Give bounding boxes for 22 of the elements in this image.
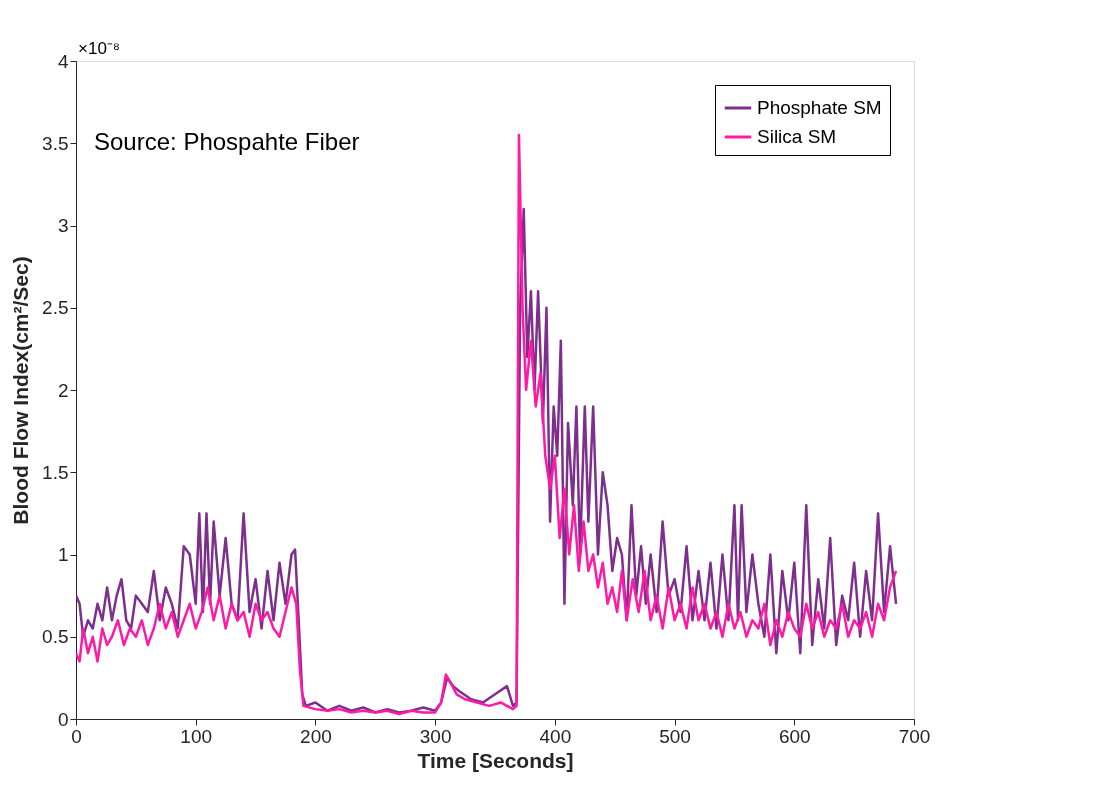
x-tick-label: 300 [419,725,452,747]
x-tick-label: 600 [778,725,811,747]
y-axis-title: Blood Flow Index(cm²/Sec) [9,256,33,525]
annotation: Source: Phospahte Fiber [94,128,360,155]
x-tick-label: 500 [659,725,691,747]
x-tick-label: 200 [300,725,332,747]
y-tick-label: 2.5 [42,297,69,319]
y-tick-label: 3 [57,215,69,236]
y-tick-label: 1.5 [42,461,69,483]
x-tick-label: 400 [539,725,572,747]
legend-label: Silica SM [757,126,837,147]
y-tick-label: 2 [57,379,69,401]
y-tick-label: 3.5 [42,132,69,154]
x-tick-label: 100 [180,725,213,747]
y-tick-label: 0.5 [42,626,69,648]
text: ×10⁻⁸ [78,39,121,58]
y-tick-label: 4 [57,50,69,72]
x-tick-label: 700 [898,725,931,747]
y-tick-label: 0 [57,708,69,730]
y-tick-label: 1 [57,544,69,565]
legend-label: Phosphate SM [757,97,882,118]
x-axis-title: Time [Seconds] [417,748,574,772]
